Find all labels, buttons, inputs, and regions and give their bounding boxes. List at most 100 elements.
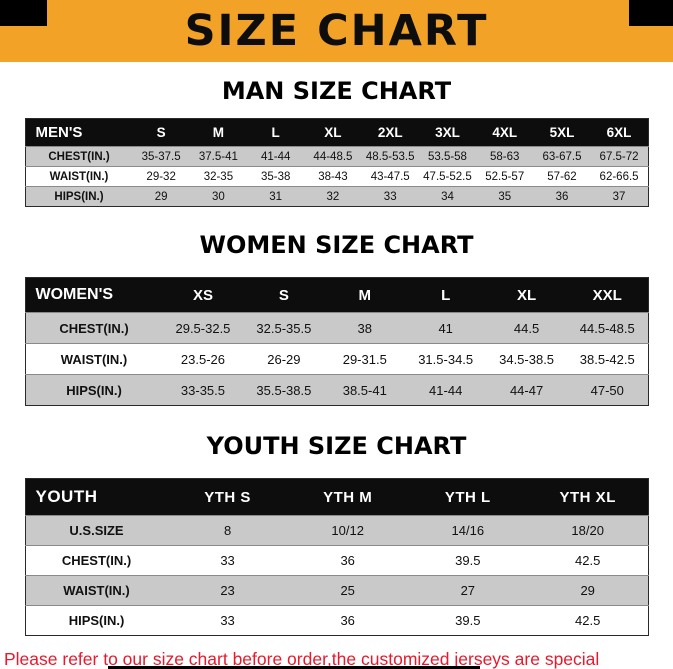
table-row: CHEST(IN.) 33 36 39.5 42.5 — [25, 545, 648, 576]
table-title-cell: YOUTH — [25, 478, 168, 516]
section-women: WOMEN SIZE CHART WOMEN'S XS S M L XL XXL CHEST(… — [0, 231, 673, 406]
size-value: 27 — [407, 575, 528, 606]
size-value: 44-48.5 — [304, 146, 362, 167]
youth-section-heading: YOUTH SIZE CHART — [206, 432, 467, 460]
row-label: HIPS(IN.) — [25, 186, 133, 207]
column-header: YTH XL — [527, 478, 648, 516]
size-value: 38 — [324, 312, 406, 344]
banner-corner-left-block — [0, 0, 47, 26]
size-value: 36 — [287, 545, 408, 576]
size-value: 62-66.5 — [590, 166, 648, 187]
size-value: 38.5-42.5 — [567, 343, 648, 375]
size-value: 29.5-32.5 — [162, 312, 244, 344]
column-header: YTH L — [407, 478, 528, 516]
size-value: 35 — [476, 186, 534, 207]
banner-corner-right-block — [629, 0, 673, 26]
size-value: 53.5-58 — [418, 146, 477, 167]
header-row: YOUTH YTH S YTH M YTH L YTH XL — [25, 478, 648, 516]
table-row: HIPS(IN.) 33 36 39.5 42.5 — [25, 605, 648, 636]
size-value: 23 — [167, 575, 288, 606]
size-value: 35-37.5 — [132, 146, 190, 167]
bottom-edge-bar — [108, 666, 480, 669]
size-value: 47.5-52.5 — [418, 166, 477, 187]
size-value: 38.5-41 — [324, 374, 406, 406]
women-size-table: WOMEN'S XS S M L XL XXL CHEST(IN.) 29.5-32.5 32.5… — [24, 277, 649, 406]
column-header: L — [405, 277, 487, 313]
footer-note: Please refer to our size chart before or… — [4, 648, 669, 669]
row-label: HIPS(IN.) — [25, 374, 163, 406]
column-header: XL — [486, 277, 568, 313]
column-header: M — [189, 118, 248, 147]
size-value: 29 — [132, 186, 190, 207]
header-row: MEN'S S M L XL 2XL 3XL 4XL 5XL 6XL — [25, 118, 648, 147]
size-value: 42.5 — [527, 605, 648, 636]
column-header: 6XL — [590, 118, 648, 147]
table-row: CHEST(IN.) 35-37.5 37.5-41 41-44 44-48.5 48.5… — [25, 146, 648, 167]
size-value: 37.5-41 — [189, 146, 248, 167]
row-label: CHEST(IN.) — [25, 312, 163, 344]
size-value: 52.5-57 — [476, 166, 534, 187]
table-row: WAIST(IN.) 23 25 27 29 — [25, 575, 648, 606]
size-value: 29-31.5 — [324, 343, 406, 375]
size-value: 44-47 — [486, 374, 568, 406]
size-value: 31 — [247, 186, 305, 207]
footer-note-line1: Please refer to our size chart before or… — [4, 649, 600, 669]
size-value: 63-67.5 — [533, 146, 591, 167]
row-label: CHEST(IN.) — [25, 545, 168, 576]
row-label: U.S.SIZE — [25, 515, 168, 546]
column-header: YTH M — [287, 478, 408, 516]
size-value: 35-38 — [247, 166, 305, 187]
size-value: 57-62 — [533, 166, 591, 187]
youth-size-table: YOUTH YTH S YTH M YTH L YTH XL U.S.SIZE 8 10/12… — [24, 478, 649, 636]
size-value: 31.5-34.5 — [405, 343, 487, 375]
header-row: WOMEN'S XS S M L XL XXL — [25, 277, 648, 313]
column-header: S — [243, 277, 325, 313]
size-value: 33 — [361, 186, 419, 207]
size-value: 44.5 — [486, 312, 568, 344]
size-value: 39.5 — [407, 545, 528, 576]
size-value: 48.5-53.5 — [361, 146, 419, 167]
column-header: XXL — [567, 277, 648, 313]
size-value: 18/20 — [527, 515, 648, 546]
page-title: SIZE CHART — [184, 5, 489, 56]
size-value: 26-29 — [243, 343, 325, 375]
column-header: S — [132, 118, 190, 147]
table-row: U.S.SIZE 8 10/12 14/16 18/20 — [25, 515, 648, 546]
size-value: 41 — [405, 312, 487, 344]
column-header: XS — [162, 277, 244, 313]
size-value: 41-44 — [247, 146, 305, 167]
table-row: CHEST(IN.) 29.5-32.5 32.5-35.5 38 41 44.5 44.5… — [25, 312, 648, 344]
column-header: M — [324, 277, 406, 313]
size-value: 8 — [167, 515, 288, 546]
size-value: 42.5 — [527, 545, 648, 576]
size-value: 29 — [527, 575, 648, 606]
size-value: 41-44 — [405, 374, 487, 406]
size-value: 38-43 — [304, 166, 362, 187]
men-size-table: MEN'S S M L XL 2XL 3XL 4XL 5XL 6XL CHEST(IN.) 35-37… — [24, 118, 649, 207]
table-title-cell: WOMEN'S — [25, 277, 163, 313]
size-value: 25 — [287, 575, 408, 606]
size-value: 23.5-26 — [162, 343, 244, 375]
size-value: 32.5-35.5 — [243, 312, 325, 344]
row-label: HIPS(IN.) — [25, 605, 168, 636]
size-value: 36 — [533, 186, 591, 207]
table-row: HIPS(IN.) 33-35.5 35.5-38.5 38.5-41 41-44 44-… — [25, 374, 648, 406]
size-value: 67.5-72 — [590, 146, 648, 167]
table-row: WAIST(IN.) 23.5-26 26-29 29-31.5 31.5-34.5 34… — [25, 343, 648, 375]
section-men: MAN SIZE CHART MEN'S S M L XL 2XL 3XL 4XL 5XL 6XL… — [0, 77, 673, 207]
size-value: 14/16 — [407, 515, 528, 546]
size-value: 36 — [287, 605, 408, 636]
column-header: 4XL — [476, 118, 534, 147]
size-value: 37 — [590, 186, 648, 207]
section-youth: YOUTH SIZE CHART YOUTH YTH S YTH M YTH L YTH… — [0, 432, 673, 636]
table-title-cell: MEN'S — [25, 118, 133, 147]
size-value: 39.5 — [407, 605, 528, 636]
size-value: 10/12 — [287, 515, 408, 546]
size-value: 33 — [167, 545, 288, 576]
row-label: WAIST(IN.) — [25, 343, 163, 375]
column-header: 2XL — [361, 118, 419, 147]
row-label: CHEST(IN.) — [25, 146, 133, 167]
men-section-heading: MAN SIZE CHART — [221, 77, 452, 105]
women-section-heading: WOMEN SIZE CHART — [199, 231, 474, 259]
